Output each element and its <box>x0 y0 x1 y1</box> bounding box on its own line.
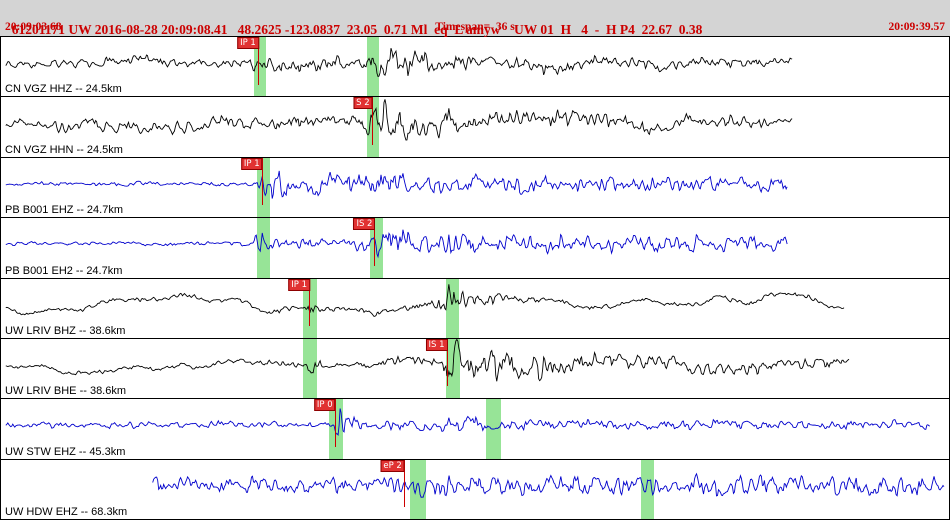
pick-highlight-band <box>445 278 459 338</box>
window-end-time: 20:09:39.57 <box>888 21 945 33</box>
pick-line[interactable] <box>309 278 311 326</box>
waveform[interactable] <box>1 399 949 458</box>
timespan-label: Timespan= 36 s <box>435 21 515 33</box>
pick-line[interactable] <box>334 399 336 447</box>
waveform[interactable] <box>1 97 949 156</box>
pick-line[interactable] <box>371 97 373 145</box>
pick-line[interactable] <box>403 459 405 508</box>
pick-label[interactable]: IS 2 <box>353 218 376 231</box>
pick-highlight-band <box>256 218 271 278</box>
trace-label: UW LRIV BHZ -- 38.6km <box>5 324 126 337</box>
pick-highlight-band <box>366 37 380 97</box>
pick-line[interactable] <box>446 338 448 387</box>
trace-label: CN VGZ HHN -- 24.5km <box>5 143 123 156</box>
pick-line[interactable] <box>261 157 263 206</box>
trace-row[interactable]: IS 2 PB B001 EH2 -- 24.7km <box>1 218 949 279</box>
trace-row[interactable]: IP 0 UW STW EHZ -- 45.3km <box>1 399 949 460</box>
event-info-bar: 61201171 UW 2016-08-28 20:09:08.41 48.26… <box>0 0 950 37</box>
pick-highlight-band <box>409 459 426 519</box>
trace-row[interactable]: S 2 CN VGZ HHN -- 24.5km <box>1 97 949 158</box>
pick-label[interactable]: IP 0 <box>313 399 336 412</box>
waveform[interactable] <box>1 460 949 519</box>
time-axis-bar: 20:09:03.68 Timespan= 36 s 20:09:39.57 <box>0 20 950 36</box>
pick-label[interactable]: eP 2 <box>380 459 405 472</box>
trace-label: UW HDW EHZ -- 68.3km <box>5 506 128 518</box>
trace-row[interactable]: IP 1 CN VGZ HHZ -- 24.5km <box>1 37 949 98</box>
pick-label[interactable]: S 2 <box>353 97 373 110</box>
event-info-text: 61201171 UW 2016-08-28 20:09:08.41 48.26… <box>11 22 703 37</box>
waveform[interactable] <box>1 218 949 277</box>
trace-row[interactable]: IS 1 UW LRIV BHE -- 38.6km <box>1 338 949 400</box>
waveform[interactable] <box>1 158 949 217</box>
trace-area: IP 1 CN VGZ HHZ -- 24.5km S 2 CN VGZ HHN --… <box>0 36 950 520</box>
pick-label[interactable]: IS 1 <box>425 338 448 351</box>
trace-row[interactable]: IP 1 UW LRIV BHZ -- 38.6km <box>1 278 949 339</box>
pick-label[interactable]: IP 1 <box>237 37 259 49</box>
trace-row[interactable]: eP 2 UW HDW EHZ -- 68.3km <box>1 459 949 519</box>
trace-row[interactable]: IP 1 PB B001 EHZ -- 24.7km <box>1 157 949 219</box>
pick-highlight-band <box>254 37 267 97</box>
trace-label: CN VGZ HHZ -- 24.5km <box>5 83 122 96</box>
waveform[interactable] <box>1 338 949 398</box>
trace-label: UW STW EHZ -- 45.3km <box>5 445 126 458</box>
pick-highlight-band <box>303 338 317 399</box>
trace-label: PB B001 EH2 -- 24.7km <box>5 264 123 277</box>
waveform[interactable] <box>1 279 949 338</box>
trace-label: PB B001 EHZ -- 24.7km <box>5 204 123 217</box>
trace-label: UW LRIV BHE -- 38.6km <box>5 385 127 398</box>
pick-highlight-band <box>640 459 655 519</box>
pick-label[interactable]: IP 1 <box>240 157 263 170</box>
waveform[interactable] <box>1 37 949 96</box>
pick-line[interactable] <box>374 218 376 266</box>
pick-label[interactable]: IP 1 <box>288 278 311 291</box>
pick-line[interactable] <box>257 37 259 85</box>
window-start-time: 20:09:03.68 <box>5 21 62 33</box>
